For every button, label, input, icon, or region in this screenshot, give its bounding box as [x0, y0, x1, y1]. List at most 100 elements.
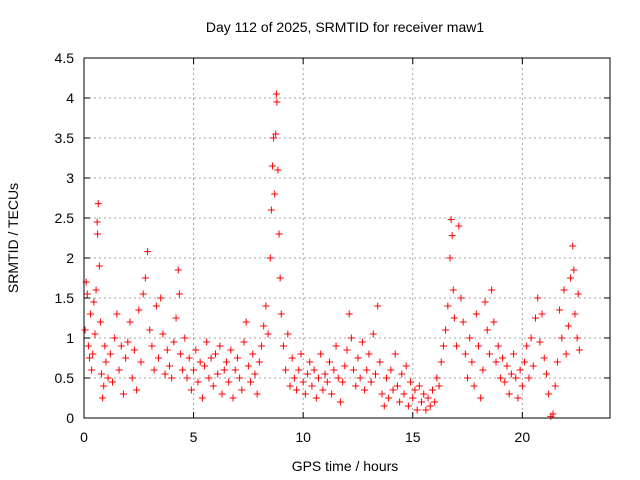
data-point — [490, 318, 498, 326]
data-point — [400, 390, 408, 398]
data-point — [424, 394, 432, 402]
data-point — [534, 294, 542, 302]
data-point — [323, 378, 331, 386]
data-point — [161, 370, 169, 378]
data-point — [556, 306, 564, 314]
data-point — [411, 386, 419, 394]
data-point — [297, 350, 305, 358]
data-point — [301, 390, 309, 398]
data-point — [155, 354, 163, 362]
data-point — [488, 286, 496, 294]
data-point — [282, 366, 290, 374]
data-point — [334, 374, 342, 382]
data-point — [253, 390, 261, 398]
data-point — [96, 318, 104, 326]
data-point — [119, 390, 127, 398]
data-point — [352, 382, 360, 390]
data-point — [172, 314, 180, 322]
data-point — [435, 382, 443, 390]
data-point — [194, 378, 202, 386]
data-point — [238, 386, 246, 394]
y-tick-label: 1.5 — [55, 290, 75, 306]
data-point — [83, 290, 91, 298]
data-point — [267, 206, 275, 214]
data-point — [276, 274, 284, 282]
data-point — [284, 330, 292, 338]
data-point — [214, 370, 222, 378]
data-point — [192, 346, 200, 354]
data-point — [141, 274, 149, 282]
data-point — [293, 386, 301, 394]
data-point — [288, 354, 296, 362]
data-point — [146, 326, 154, 334]
data-point — [531, 314, 539, 322]
data-point — [369, 330, 377, 338]
data-point — [376, 358, 384, 366]
data-point — [150, 366, 158, 374]
data-point — [90, 298, 98, 306]
data-point — [389, 386, 397, 394]
data-point — [485, 350, 493, 358]
data-point — [187, 386, 195, 394]
y-tick-label: 0 — [66, 410, 74, 426]
data-point — [336, 398, 344, 406]
y-tick-label: 3 — [66, 170, 74, 186]
data-point — [518, 382, 526, 390]
data-point — [240, 338, 248, 346]
grid — [84, 58, 610, 418]
data-point — [481, 298, 489, 306]
data-point — [447, 216, 455, 224]
data-point — [135, 306, 143, 314]
data-point — [108, 378, 116, 386]
data-point — [567, 274, 575, 282]
data-point — [560, 286, 568, 294]
data-point — [113, 310, 121, 318]
data-point — [477, 394, 485, 402]
data-point — [277, 310, 285, 318]
data-point — [148, 342, 156, 350]
data-point — [367, 378, 375, 386]
data-point — [387, 366, 395, 374]
data-point — [574, 290, 582, 298]
data-point — [273, 98, 281, 106]
data-point — [207, 354, 215, 362]
data-point — [306, 358, 314, 366]
data-point — [174, 266, 182, 274]
data-point — [262, 302, 270, 310]
data-point — [496, 374, 504, 382]
data-point — [165, 362, 173, 370]
x-axis-ticks: 0 5 10 15 20 — [80, 58, 530, 445]
data-point — [310, 366, 318, 374]
data-point — [569, 242, 577, 250]
data-point — [220, 366, 228, 374]
data-point — [251, 370, 259, 378]
y-tick-label: 0.5 — [55, 370, 75, 386]
data-point — [365, 350, 373, 358]
data-point — [540, 354, 548, 362]
y-tick-label: 1 — [66, 330, 74, 346]
data-point — [418, 398, 426, 406]
data-point — [290, 374, 298, 382]
data-point — [523, 342, 531, 350]
data-point — [203, 338, 211, 346]
y-tick-label: 2.5 — [55, 210, 75, 226]
data-point — [255, 358, 263, 366]
data-point — [564, 322, 572, 330]
data-point — [247, 378, 255, 386]
data-point — [196, 358, 204, 366]
data-point — [279, 342, 287, 350]
data-point — [510, 350, 518, 358]
data-point — [229, 394, 237, 402]
data-point — [133, 386, 141, 394]
data-point — [218, 390, 226, 398]
data-point — [420, 390, 428, 398]
data-point — [378, 390, 386, 398]
data-point — [527, 334, 535, 342]
data-point — [571, 310, 579, 318]
data-point — [354, 354, 362, 362]
x-tick-label: 0 — [80, 429, 88, 445]
data-point — [345, 310, 353, 318]
data-point — [304, 370, 312, 378]
data-point — [347, 334, 355, 342]
data-point — [93, 218, 101, 226]
